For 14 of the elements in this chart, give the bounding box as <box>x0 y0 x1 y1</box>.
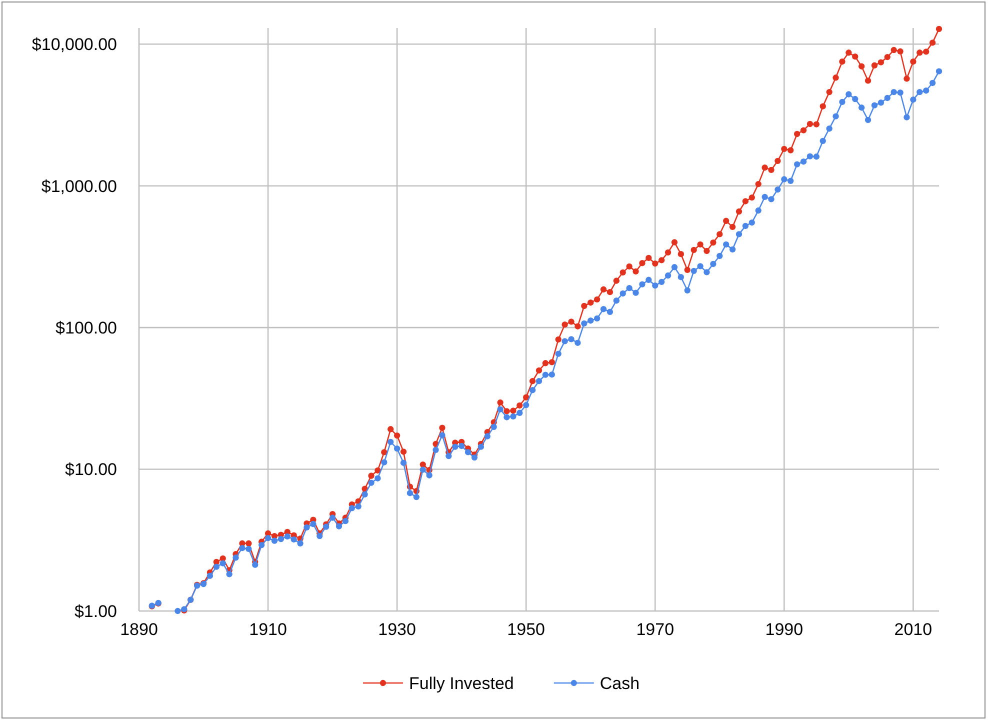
y-tick-label: $10,000.00 <box>32 35 117 54</box>
x-tick-label: 1910 <box>249 620 287 639</box>
x-tick-label: 2010 <box>894 620 932 639</box>
legend-label: Cash <box>600 674 640 693</box>
y-tick-label: $1,000.00 <box>41 176 117 196</box>
legend-label: Fully Invested <box>409 674 514 693</box>
x-tick-label: 1950 <box>507 620 546 639</box>
x-tick-label: 1970 <box>636 620 674 639</box>
y-tick-label: $10.00 <box>65 460 117 480</box>
y-tick-label: $100.00 <box>56 318 117 338</box>
y-tick-label: $1.00 <box>74 602 117 621</box>
x-tick-label: 1930 <box>378 620 416 639</box>
x-tick-label: 1890 <box>120 620 158 639</box>
x-tick-label: 1990 <box>765 620 804 639</box>
